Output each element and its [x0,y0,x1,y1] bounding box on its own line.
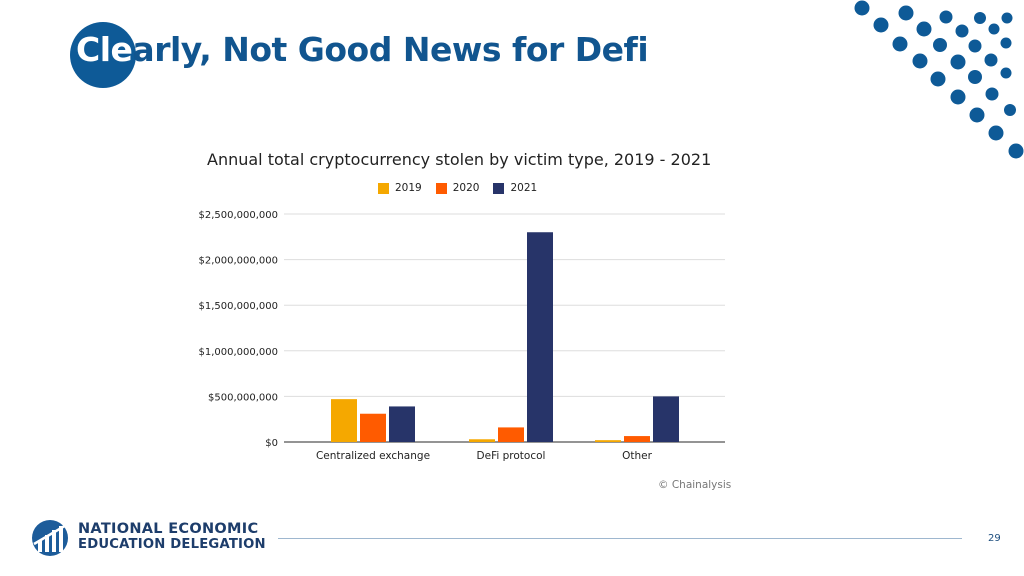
x-category-label: DeFi protocol [477,450,546,462]
title-accent-circle [70,22,136,88]
decor-dot [968,39,982,53]
y-tick-label: $0 [265,438,278,449]
y-tick-label: $1,500,000,000 [198,301,278,312]
bar-2021-other [653,396,679,442]
legend-item-2021: 2021 [493,182,537,194]
bar-2020-centralized-exchange [360,413,386,442]
x-category-label: Centralized exchange [316,450,430,462]
decor-dot [1000,67,1012,79]
logo-line-1: NATIONAL ECONOMIC [78,521,259,537]
decor-dot [968,70,982,84]
decor-dot [916,21,932,37]
decor-dot [1008,143,1024,159]
decor-dot [988,23,1000,35]
y-tick-label: $2,500,000,000 [198,210,278,221]
legend-label-2021: 2021 [510,182,538,194]
source-credit: © Chainalysis [658,479,732,491]
decorative-dots [854,0,1024,159]
legend-swatch-2020 [435,182,447,194]
footer-divider [278,538,962,539]
bar-2019-other [595,440,621,442]
legend-swatch-2019 [378,182,389,194]
logo-line-2: EDUCATION DELEGATION [78,537,266,552]
bar-2021-centralized-exchange [389,406,415,442]
bar-2019-centralized-exchange [331,399,357,442]
decor-dot [969,107,985,123]
chart-title: Annual total cryptocurrency stolen by vi… [207,150,712,169]
decor-dot [1004,104,1016,116]
slide-title-rest: arly, Not Good News for Defi [132,30,649,69]
decor-dot [950,89,966,105]
decor-dot [950,54,966,70]
decor-dot [984,53,998,67]
legend-item-2019: 2019 [378,182,422,194]
legend-label-2020: 2020 [452,182,480,194]
decor-dot [930,71,946,87]
needelegation-logo-icon [32,520,69,556]
needelegation-logo-text: NATIONAL ECONOMIC EDUCATION DELEGATION [78,521,266,553]
decor-dot [955,24,969,38]
legend-item-2020: 2020 [435,182,480,194]
decor-dot [892,36,908,52]
y-tick-label: $500,000,000 [208,392,278,403]
decor-dot [988,125,1004,141]
decor-dot [974,12,986,24]
legend-swatch-2021 [493,182,505,194]
bar-2020-other [624,436,650,442]
chart-legend: 2019 2020 2021 [378,182,537,194]
bar-chart: $0 $500,000,000 $1,000,000,000 $1,500,000,0… [198,210,725,462]
x-category-label: Other [622,450,652,462]
decor-dot [985,87,999,101]
decor-dot [1001,12,1013,24]
decor-dot [912,53,928,69]
decor-dot [873,17,889,33]
slide-title: Clearly, Not Good News for Defi [76,30,649,69]
y-tick-label: $1,000,000,000 [198,347,278,358]
slide-title-lead: Cle [76,30,133,69]
decor-dot [1000,37,1012,49]
decor-dot [898,5,914,21]
bar-2021-defi-protocol [527,232,553,442]
bar-2020-defi-protocol [498,427,524,442]
decor-dot [939,10,953,24]
decor-dot [933,38,947,52]
y-tick-label: $2,000,000,000 [198,256,278,267]
bar-2019-defi-protocol [469,439,495,442]
decor-dot [854,0,870,16]
page-number: 29 [988,533,1001,544]
legend-label-2019: 2019 [395,182,422,194]
